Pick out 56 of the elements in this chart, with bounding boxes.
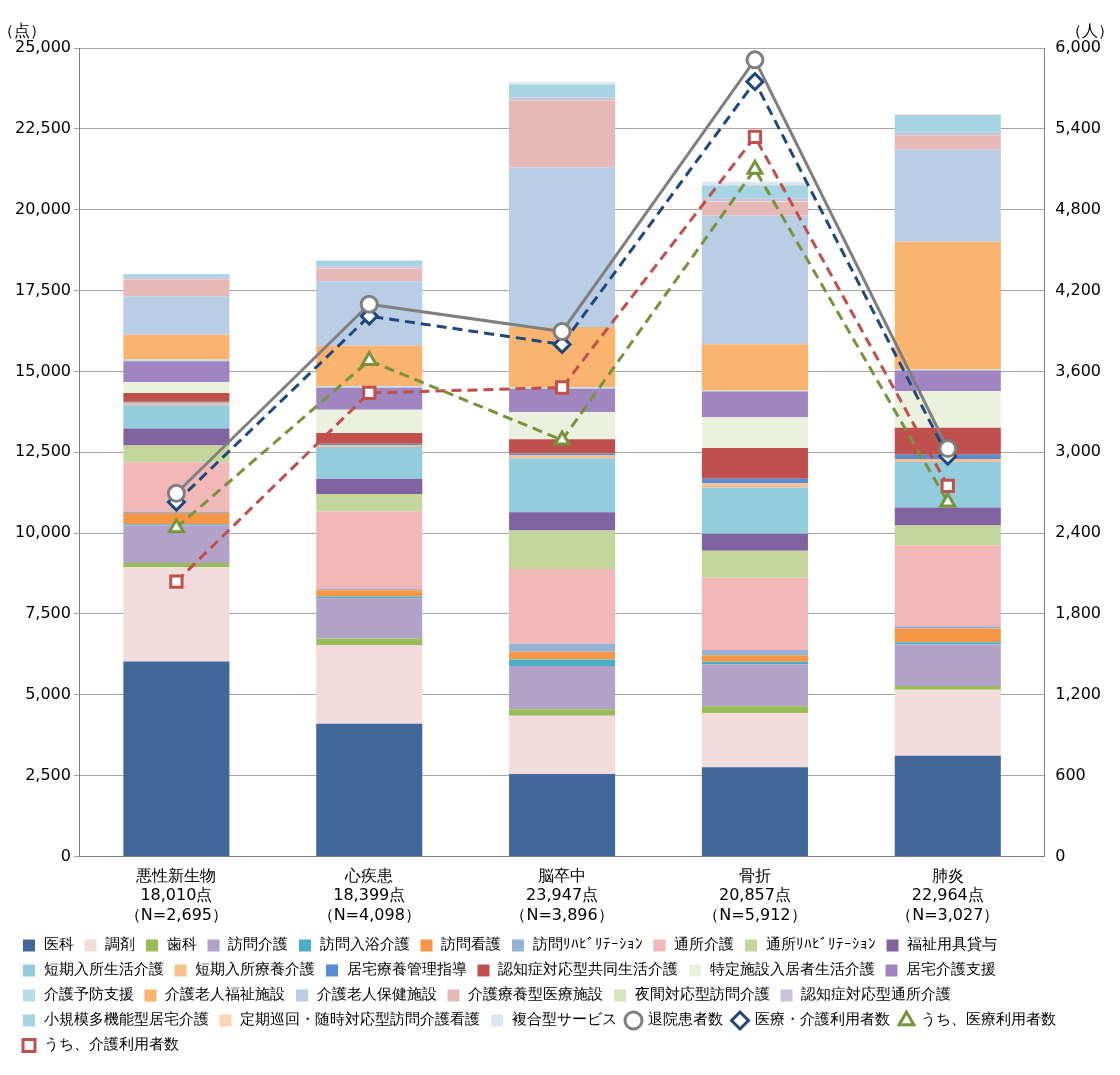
x-tick-label: 心疾患18,399点（N=4,098）	[317, 866, 421, 924]
y2-tick-label: 3,600	[1055, 360, 1102, 380]
y2-tick-label: 1,800	[1055, 603, 1102, 623]
legend-label: 医科	[43, 935, 74, 954]
x-tick-label: 骨折20,857点（N=5,912）	[703, 866, 807, 924]
y-tick-label: 17,500	[15, 279, 71, 299]
y-tick-label: 12,500	[15, 441, 71, 461]
legend-label: 訪問入浴介護	[319, 935, 410, 954]
y-tick-label: 10,000	[15, 522, 71, 542]
legend-label: 医療・介護利用者数	[754, 1010, 890, 1029]
legend-label: 福祉用具貸与	[907, 935, 997, 954]
y2-tick-label: 2,400	[1055, 522, 1102, 542]
x-tick-label: 脳卒中23,947点（N=3,896）	[510, 866, 614, 924]
legend-label: 介護予防支援	[43, 985, 134, 1004]
legend-label: 短期入所生活介護	[43, 960, 164, 979]
legend-label: 小規模多機能型居宅介護	[43, 1010, 209, 1029]
legend-label: 通所ﾘﾊﾋﾞﾘﾃｰｼｮﾝ	[765, 935, 876, 954]
y2-tick-label: 5,400	[1055, 118, 1102, 137]
legend-label: 訪問介護	[228, 935, 288, 954]
legend-label: 介護療養型医療施設	[468, 985, 603, 1004]
legend-label: 短期入所療養介護	[195, 960, 315, 979]
y-tick-label: 0	[60, 845, 71, 865]
legend-label: 通所介護	[674, 935, 734, 954]
y-tick-label: 22,500	[15, 118, 71, 137]
legend-label: うち、医療利用者数	[921, 1010, 1056, 1029]
y2-tick-label: 3,000	[1055, 441, 1102, 461]
legend-label: 介護老人保健施設	[316, 985, 437, 1004]
legend-label: 認知症対応型通所介護	[801, 985, 951, 1004]
legend-label: 特定施設入居者生活介護	[709, 960, 875, 979]
legend-label: 定期巡回・随時対応型訪問介護看護	[240, 1010, 480, 1029]
y-tick-label: 5,000	[25, 683, 71, 703]
legend-label: 訪問ﾘﾊﾋﾞﾘﾃｰｼｮﾝ	[532, 935, 643, 954]
x-tick-label: 肺炎22,964点（N=3,027）	[896, 866, 1000, 924]
y2-tick-label: 1,200	[1055, 683, 1102, 703]
legend-label: うち、介護利用者数	[43, 1035, 179, 1054]
legend-label: 退院患者数	[648, 1010, 723, 1029]
x-tick-label: 悪性新生物18,010点（N=2,695）	[124, 866, 228, 924]
legend-label: 認知症対応型共同生活介護	[498, 960, 678, 979]
y2-tick-label: 0	[1055, 845, 1066, 865]
legend-label: 居宅療養管理指導	[346, 960, 467, 979]
legend-label: 訪問看護	[441, 935, 501, 954]
y2-axis-title: （人）	[1066, 21, 1114, 41]
legend-label: 夜間対応型訪問介護	[634, 985, 770, 1004]
legend-label: 居宅介護支援	[906, 960, 996, 979]
y-tick-label: 7,500	[25, 603, 71, 623]
legend-label: 介護老人福祉施設	[165, 985, 285, 1004]
y2-tick-label: 4,200	[1055, 279, 1102, 299]
y2-tick-label: 4,800	[1055, 198, 1102, 218]
y-tick-label: 20,000	[15, 198, 71, 218]
y-tick-label: 2,500	[25, 764, 71, 784]
y-tick-label: 15,000	[15, 360, 71, 380]
legend-label: 調剤	[105, 935, 135, 954]
legend-label: 歯科	[166, 935, 197, 954]
legend-label: 複合型サービス	[511, 1010, 617, 1029]
y-axis-title: （点）	[0, 21, 46, 41]
y2-tick-label: 600	[1055, 764, 1086, 784]
